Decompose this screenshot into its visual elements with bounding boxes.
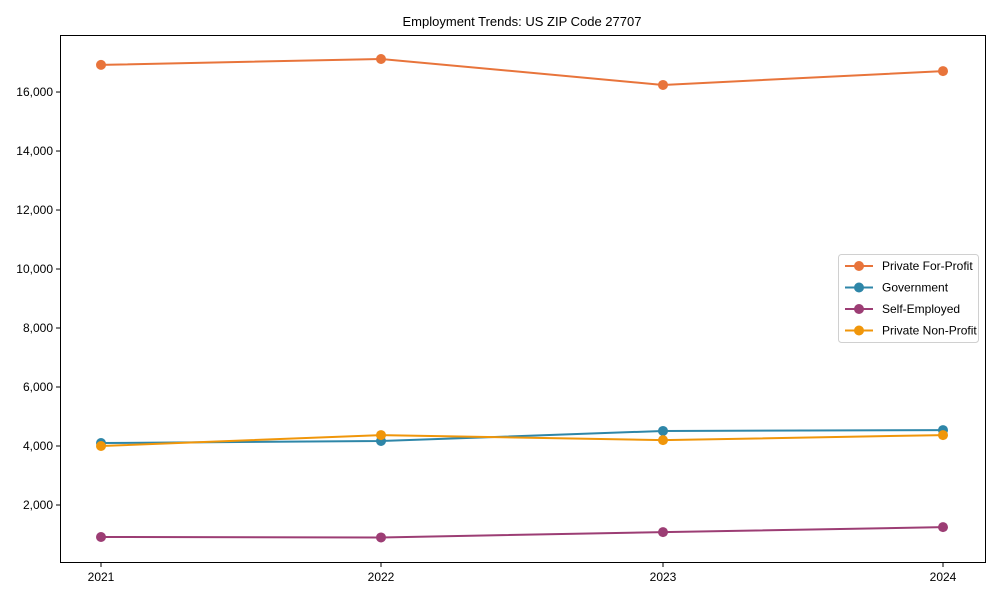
data-point: [376, 430, 386, 441]
chart-title: Employment Trends: US ZIP Code 27707: [403, 14, 642, 29]
data-point: [658, 435, 668, 446]
data-point: [376, 532, 386, 543]
data-point: [658, 425, 668, 436]
legend-item: Private Non-Profit: [845, 324, 977, 338]
plot-area: [96, 53, 948, 543]
y-tick-label: 14,000: [16, 144, 53, 158]
legend-item: Government: [845, 281, 949, 295]
data-point: [96, 532, 106, 543]
data-point: [96, 441, 106, 452]
series-private-for-profit: [96, 53, 948, 90]
legend-label: Private For-Profit: [882, 259, 973, 273]
data-point: [938, 430, 948, 441]
legend-label: Private Non-Profit: [882, 324, 977, 338]
y-tick-label: 8,000: [23, 321, 53, 335]
legend-label: Government: [882, 281, 949, 295]
legend-marker-icon: [854, 282, 864, 293]
x-axis: 2021 2022 2023 2024: [88, 563, 957, 584]
series-line: [100, 57, 944, 86]
series-line: [100, 434, 944, 448]
y-tick-label: 10,000: [16, 262, 53, 276]
y-tick-label: 6,000: [23, 380, 53, 394]
legend-box: [838, 254, 979, 343]
x-tick-label: 2024: [930, 570, 957, 584]
series-line: [100, 429, 944, 445]
data-point: [96, 59, 106, 70]
data-point: [658, 527, 668, 538]
legend-marker-icon: [854, 261, 864, 271]
data-point: [658, 79, 668, 90]
data-point: [938, 66, 948, 77]
series-private-non-profit: [96, 430, 948, 452]
x-tick-label: 2023: [650, 570, 677, 584]
series-line: [100, 526, 944, 539]
legend-item: Self-Employed: [845, 302, 960, 316]
y-axis: 2,000 4,000 6,000 8,000 10,000 12,000 14,000 16…: [16, 85, 60, 512]
legend-marker-icon: [854, 325, 864, 336]
series-self-employed: [96, 522, 948, 543]
x-tick-label: 2022: [368, 570, 395, 584]
plot-frame: [60, 35, 986, 563]
data-point: [938, 522, 948, 533]
data-point: [376, 53, 386, 64]
x-tick-label: 2021: [88, 570, 115, 584]
legend: Private For-Profit Government Self-Employe…: [838, 254, 979, 343]
legend-item: Private For-Profit: [845, 259, 973, 273]
y-tick-label: 12,000: [16, 203, 53, 217]
y-tick-label: 16,000: [16, 85, 53, 99]
legend-marker-icon: [854, 304, 864, 314]
y-tick-label: 2,000: [23, 498, 53, 512]
legend-label: Self-Employed: [882, 302, 960, 316]
y-tick-label: 4,000: [23, 439, 53, 453]
